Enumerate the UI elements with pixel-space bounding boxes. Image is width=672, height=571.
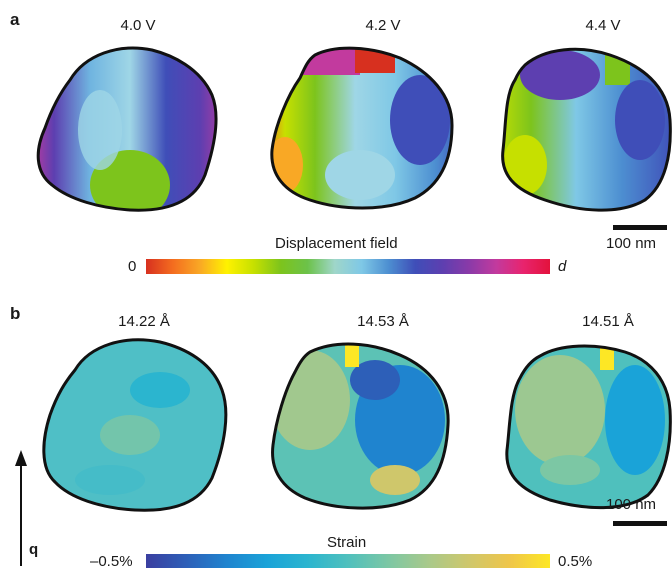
panel-b-colorbar-title: Strain	[327, 534, 367, 551]
displacement-colorbar	[146, 259, 550, 274]
panel-b-colorbar-max: 0.5%	[558, 553, 593, 570]
panel-b-label-3: 14.51 Å	[582, 313, 634, 330]
panel-a-label-1: 4.0 V	[120, 17, 156, 34]
panel-a-label-2: 4.2 V	[365, 17, 401, 34]
panel-b-label-2: 14.53 Å	[357, 313, 409, 330]
q-axis-arrowhead	[15, 450, 27, 466]
panel-b-letter: b	[10, 304, 21, 323]
panel-a-colorbar-min: 0	[128, 258, 137, 275]
panel-a-colorbar-title: Displacement field	[275, 235, 398, 252]
panel-a-label-3: 4.4 V	[585, 17, 621, 34]
panel-b-label-1: 14.22 Å	[118, 313, 170, 330]
panel-a-colorbar-max: d	[558, 258, 567, 275]
panel-a-scale-bar-label: 100 nm	[606, 235, 657, 252]
q-axis-label: q	[29, 541, 39, 558]
panel-a-letter: a	[10, 10, 20, 29]
strain-colorbar	[146, 554, 550, 568]
panel-b-scale-bar-label: 100 nm	[606, 496, 657, 513]
panel-b-colorbar-min: –0.5%	[90, 553, 133, 570]
